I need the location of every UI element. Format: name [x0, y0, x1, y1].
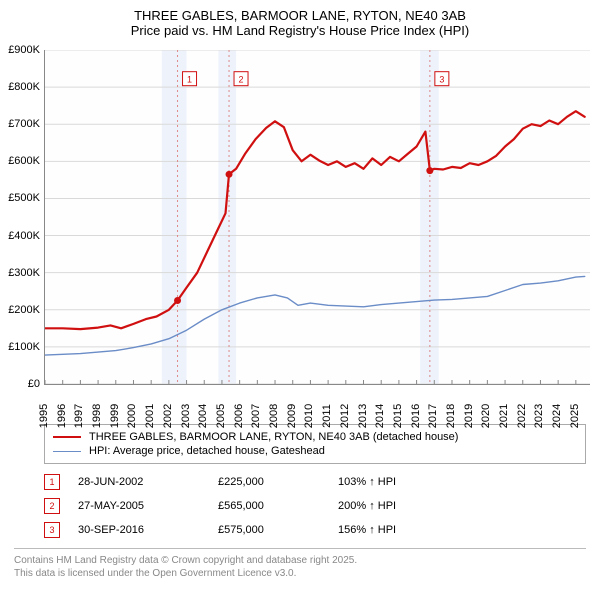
- marker-box: 3: [44, 522, 60, 538]
- title-block: THREE GABLES, BARMOOR LANE, RYTON, NE40 …: [0, 0, 600, 44]
- y-tick-label: £100K: [8, 341, 40, 353]
- marker-date: 28-JUN-2002: [78, 476, 218, 488]
- x-tick-label: 2020: [480, 404, 492, 428]
- footnote: Contains HM Land Registry data © Crown c…: [14, 548, 586, 588]
- marker-pct: 156% ↑ HPI: [338, 524, 458, 536]
- y-tick-label: £400K: [8, 230, 40, 242]
- marker-row: 3 30-SEP-2016 £575,000 156% ↑ HPI: [44, 518, 586, 542]
- marker-price: £575,000: [218, 524, 338, 536]
- marker-pct: 103% ↑ HPI: [338, 476, 458, 488]
- x-tick-label: 1995: [38, 404, 50, 428]
- x-tick-label: 2001: [144, 404, 156, 428]
- marker-box: 2: [44, 498, 60, 514]
- x-tick-label: 2013: [357, 404, 369, 428]
- svg-text:2: 2: [239, 75, 244, 85]
- legend-swatch: [53, 436, 81, 438]
- marker-row: 1 28-JUN-2002 £225,000 103% ↑ HPI: [44, 470, 586, 494]
- markers-table: 1 28-JUN-2002 £225,000 103% ↑ HPI 2 27-M…: [44, 470, 586, 542]
- y-tick-label: £900K: [8, 44, 40, 56]
- svg-text:1: 1: [187, 75, 192, 85]
- title-line-2: Price paid vs. HM Land Registry's House …: [10, 23, 590, 38]
- x-tick-label: 2004: [197, 404, 209, 428]
- x-tick-label: 2009: [286, 404, 298, 428]
- footnote-line-2: This data is licensed under the Open Gov…: [14, 567, 586, 580]
- x-tick-label: 1999: [109, 404, 121, 428]
- x-tick-label: 2007: [250, 404, 262, 428]
- legend-item: THREE GABLES, BARMOOR LANE, RYTON, NE40 …: [53, 430, 577, 444]
- plot-area: 1 2 3: [44, 50, 590, 385]
- marker-box: 1: [44, 474, 60, 490]
- x-tick-label: 2002: [162, 404, 174, 428]
- marker-pct: 200% ↑ HPI: [338, 500, 458, 512]
- y-tick-label: £600K: [8, 155, 40, 167]
- marker-row: 2 27-MAY-2005 £565,000 200% ↑ HPI: [44, 494, 586, 518]
- legend: THREE GABLES, BARMOOR LANE, RYTON, NE40 …: [44, 424, 586, 464]
- x-tick-label: 2025: [569, 404, 581, 428]
- x-tick-label: 2018: [445, 404, 457, 428]
- legend-label: THREE GABLES, BARMOOR LANE, RYTON, NE40 …: [89, 431, 458, 443]
- x-tick-label: 2006: [233, 404, 245, 428]
- x-tick-label: 2005: [215, 404, 227, 428]
- x-tick-label: 2023: [533, 404, 545, 428]
- x-tick-label: 2012: [339, 404, 351, 428]
- x-tick-label: 2010: [303, 404, 315, 428]
- x-tick-label: 1996: [56, 404, 68, 428]
- y-tick-label: £800K: [8, 81, 40, 93]
- x-tick-label: 2000: [126, 404, 138, 428]
- marker-price: £565,000: [218, 500, 338, 512]
- x-tick-label: 2016: [410, 404, 422, 428]
- x-tick-label: 2021: [498, 404, 510, 428]
- legend-label: HPI: Average price, detached house, Gate…: [89, 445, 325, 457]
- x-tick-label: 2011: [321, 404, 333, 428]
- y-tick-label: £0: [28, 378, 40, 390]
- x-tick-label: 1997: [73, 404, 85, 428]
- x-axis-labels: 1995199619971998199920002001200220032004…: [44, 388, 589, 422]
- x-tick-label: 2008: [268, 404, 280, 428]
- title-line-1: THREE GABLES, BARMOOR LANE, RYTON, NE40 …: [10, 8, 590, 23]
- marker-date: 30-SEP-2016: [78, 524, 218, 536]
- x-tick-label: 2024: [551, 404, 563, 428]
- y-tick-label: £500K: [8, 192, 40, 204]
- marker-price: £225,000: [218, 476, 338, 488]
- y-tick-label: £700K: [8, 118, 40, 130]
- footnote-line-1: Contains HM Land Registry data © Crown c…: [14, 554, 586, 567]
- svg-text:3: 3: [439, 75, 444, 85]
- x-tick-label: 2017: [427, 404, 439, 428]
- x-tick-label: 2003: [180, 404, 192, 428]
- legend-item: HPI: Average price, detached house, Gate…: [53, 444, 577, 458]
- x-tick-label: 2022: [516, 404, 528, 428]
- y-axis-labels: £0£100K£200K£300K£400K£500K£600K£700K£80…: [0, 44, 44, 384]
- marker-date: 27-MAY-2005: [78, 500, 218, 512]
- y-tick-label: £200K: [8, 304, 40, 316]
- x-tick-label: 2019: [463, 404, 475, 428]
- chart-area: £0 £100K £200K £300K £400K £500K £600K £700K £80…: [0, 44, 600, 424]
- x-tick-label: 1998: [91, 404, 103, 428]
- y-tick-label: £300K: [8, 267, 40, 279]
- plot-svg: 1 2 3: [45, 50, 590, 384]
- legend-swatch: [53, 451, 81, 452]
- x-tick-label: 2015: [392, 404, 404, 428]
- x-tick-label: 2014: [374, 404, 386, 428]
- chart-container: THREE GABLES, BARMOOR LANE, RYTON, NE40 …: [0, 0, 600, 588]
